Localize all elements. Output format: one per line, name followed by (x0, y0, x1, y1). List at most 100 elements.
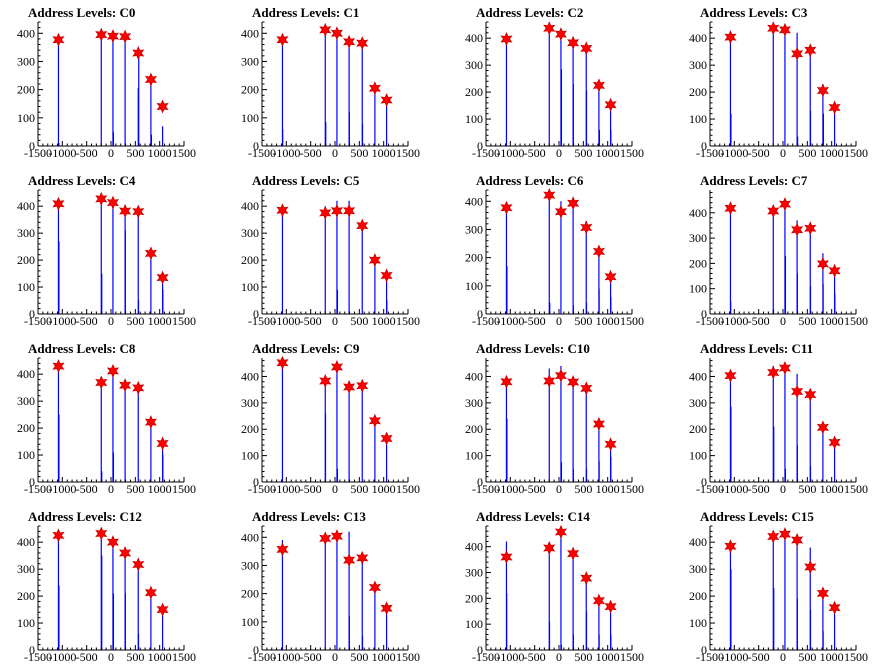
y-tick-label: 300 (17, 54, 35, 68)
y-tick-label: 300 (241, 396, 259, 410)
peak-marker (828, 100, 841, 115)
y-tick-label: 400 (241, 530, 259, 544)
x-tick-label: -500 (300, 482, 322, 496)
y-tick-label: 200 (17, 421, 35, 435)
peak-marker (144, 246, 157, 261)
chart-panel: Address Levels: C5 0 100 200 300 400 -1500 -100… (224, 168, 448, 336)
chart-title: Address Levels: C0 (28, 5, 136, 20)
x-tick-label: 500 (350, 650, 368, 664)
peak-marker (52, 359, 65, 374)
y-tick-label: 200 (241, 253, 259, 267)
y-tick-label: 100 (689, 112, 707, 126)
x-tick-label: -1500 (472, 314, 500, 328)
peak-marker (500, 550, 513, 564)
peak-marker (319, 531, 332, 546)
y-tick-label: 100 (17, 448, 35, 462)
peak-marker (791, 533, 804, 548)
peak-marker (543, 188, 556, 203)
peak-marker (778, 197, 791, 212)
x-tick-label: -1000 (272, 650, 300, 664)
chart-panel: Address Levels: C2 0 100 200 300 400 -1500 -100… (448, 0, 672, 168)
chart-svg: 0 100 200 300 400 -1500-1000 -500 0 500 1000 1500 (689, 21, 868, 160)
y-tick-label: 200 (17, 253, 35, 267)
chart-panel: Address Levels: C0 0 100 200 300 400 -1500 -100… (0, 0, 224, 168)
y-tick-label: 300 (465, 58, 483, 72)
y-tick-label: 300 (241, 54, 259, 68)
x-tick-label: -1500 (472, 482, 500, 496)
y-tick-label: 200 (465, 422, 483, 436)
peak-marker (554, 368, 567, 383)
peak-marker (554, 27, 567, 42)
x-tick-label: 0 (332, 482, 338, 496)
x-tick-label: -500 (748, 482, 770, 496)
y-tick-label: 400 (689, 206, 707, 220)
chart-title: Address Levels: C3 (700, 5, 808, 20)
peak-marker (724, 368, 737, 383)
x-tick-label: -1000 (48, 314, 76, 328)
y-tick-label: 0 (29, 475, 35, 489)
y-tick-label: 400 (465, 540, 483, 554)
x-tick-label: 1000 (372, 650, 396, 664)
y-tick-label: 400 (17, 26, 35, 40)
peak-marker (380, 431, 393, 446)
y-tick-label: 0 (701, 139, 707, 153)
chart-title: Address Levels: C10 (476, 341, 590, 356)
x-tick-label: -1500 (696, 146, 724, 160)
x-tick-label: -1000 (272, 314, 300, 328)
peak-marker (106, 195, 119, 210)
peak-marker (567, 375, 580, 390)
x-tick-label: 0 (108, 314, 114, 328)
chart-panel: Address Levels: C6 0 100 200 300 400 -1500 -100… (448, 168, 672, 336)
peak-marker (828, 435, 841, 450)
x-tick-label: 1500 (396, 146, 420, 160)
y-tick-label: 300 (465, 222, 483, 236)
peak-marker (567, 546, 580, 561)
x-tick-label: 0 (108, 482, 114, 496)
x-tick-label: 500 (798, 146, 816, 160)
y-tick-label: 0 (29, 139, 35, 153)
peak-marker (567, 35, 580, 50)
x-tick-label: -1000 (720, 146, 748, 160)
peak-marker (804, 43, 817, 58)
x-tick-label: -1500 (472, 146, 500, 160)
peak-marker (767, 529, 780, 544)
peak-marker (52, 32, 65, 47)
x-tick-label: -1000 (48, 482, 76, 496)
chart-panel: Address Levels: C3 0 100 200 300 400 -1500 -100… (672, 0, 896, 168)
chart-panel: Address Levels: C14 0 100 200 300 400 -1500 -10… (448, 504, 672, 672)
peak-marker (330, 529, 343, 544)
x-tick-label: 1500 (844, 650, 868, 664)
x-tick-label: 1000 (372, 482, 396, 496)
peak-marker (156, 436, 169, 451)
x-tick-label: 500 (350, 314, 368, 328)
peak-marker (500, 200, 513, 215)
y-tick-label: 200 (465, 251, 483, 265)
peak-marker (156, 602, 169, 617)
peak-marker (330, 203, 343, 218)
y-tick-label: 400 (17, 367, 35, 381)
y-tick-label: 200 (241, 422, 259, 436)
y-tick-label: 100 (689, 616, 707, 630)
chart-title: Address Levels: C7 (700, 173, 808, 188)
y-tick-label: 200 (689, 422, 707, 436)
peak-marker (828, 600, 841, 615)
x-tick-label: 0 (108, 650, 114, 664)
x-tick-label: 1500 (620, 482, 644, 496)
x-tick-label: 0 (108, 146, 114, 160)
y-tick-label: 0 (701, 643, 707, 657)
peak-marker (356, 378, 369, 393)
chart-svg: 0 100 200 300 400 -1500-1000 -500 0 500 1000 1500 (465, 524, 644, 664)
chart-panel: Address Levels: C7 0 100 200 300 400 -1500 -100… (672, 168, 896, 336)
peak-marker (132, 380, 145, 395)
x-tick-label: -1000 (496, 146, 524, 160)
peak-marker (767, 365, 780, 380)
peak-marker (356, 218, 369, 233)
peak-marker (368, 253, 381, 268)
x-tick-label: 0 (332, 146, 338, 160)
x-tick-label: 1500 (172, 314, 196, 328)
x-tick-label: 500 (798, 314, 816, 328)
peak-marker (119, 29, 132, 44)
peak-marker (156, 99, 169, 114)
y-tick-label: 300 (17, 394, 35, 408)
peak-marker (580, 220, 593, 235)
